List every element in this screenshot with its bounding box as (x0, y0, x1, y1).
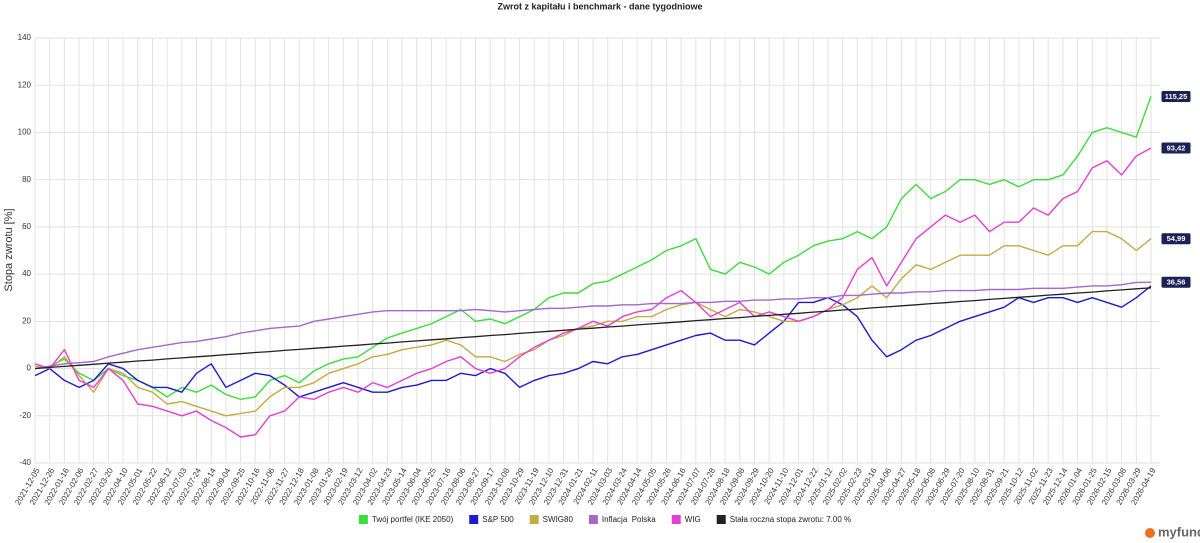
end-label-group: 93,42 (1160, 141, 1192, 155)
legend-swatch (588, 515, 598, 524)
legend-item: S&P 500 (469, 515, 514, 524)
series-line (34, 285, 1152, 398)
series-line (34, 287, 1152, 370)
y-tick-label: 140 (18, 33, 32, 42)
series-line (34, 147, 1152, 438)
y-tick-label: 100 (18, 128, 32, 137)
end-label: 54,99 (1167, 234, 1186, 243)
y-tick-label: 40 (22, 269, 31, 278)
legend-swatch (716, 515, 726, 524)
series-line (34, 281, 1152, 370)
logo-icon (1145, 528, 1155, 538)
y-tick-label: -20 (19, 411, 31, 420)
legend-item: WIG (671, 515, 701, 524)
end-label: 36,56 (1167, 278, 1186, 287)
legend-item: Twój portfel (IKE 2050) (358, 515, 454, 524)
y-tick-label: 0 (27, 364, 32, 373)
y-tick-label: 20 (22, 316, 31, 325)
end-label-group: 54,99 (1160, 232, 1192, 246)
legend-item: SWIG80 (529, 515, 574, 524)
legend-label: Stała roczna stopa zwrotu: 7.00 % (730, 515, 851, 524)
legend-swatch (671, 515, 681, 524)
legend-label: SWIG80 (543, 515, 574, 524)
series-line (34, 230, 1152, 417)
end-label: 115,25 (1165, 92, 1188, 101)
end-label-box (1160, 89, 1192, 103)
legend-swatch (469, 515, 479, 524)
y-tick-label: 80 (22, 175, 31, 184)
end-label-group: 115,25 (1160, 89, 1192, 103)
legend-label: WIG (685, 515, 701, 524)
logo: myfund (1158, 524, 1200, 539)
end-label-box (1160, 141, 1192, 155)
y-tick-label: 60 (22, 222, 31, 231)
end-label-box (1160, 232, 1192, 246)
series-line (34, 96, 1152, 400)
end-label-group: 36,56 (1160, 275, 1192, 289)
legend-item: Inflacja Polska (588, 515, 656, 524)
y-axis-title: Stopa zwrotu [%] (3, 208, 15, 291)
legend: Twój portfel (IKE 2050) S&P 500 SWIG80 Infl… (358, 515, 851, 524)
y-tick-label: -40 (19, 458, 31, 467)
y-tick-label: 120 (18, 80, 32, 89)
end-label: 93,42 (1167, 143, 1186, 152)
legend-item: Stała roczna stopa zwrotu: 7.00 % (716, 515, 851, 524)
legend-label: Inflacja Polska (602, 515, 656, 524)
chart-title: Zwrot z kapitału i benchmark - dane tygo… (497, 1, 702, 11)
legend-label: S&P 500 (482, 515, 514, 524)
legend-label: Twój portfel (IKE 2050) (372, 515, 454, 524)
legend-swatch (529, 515, 539, 524)
legend-swatch (358, 515, 368, 524)
end-label-box (1160, 275, 1192, 289)
